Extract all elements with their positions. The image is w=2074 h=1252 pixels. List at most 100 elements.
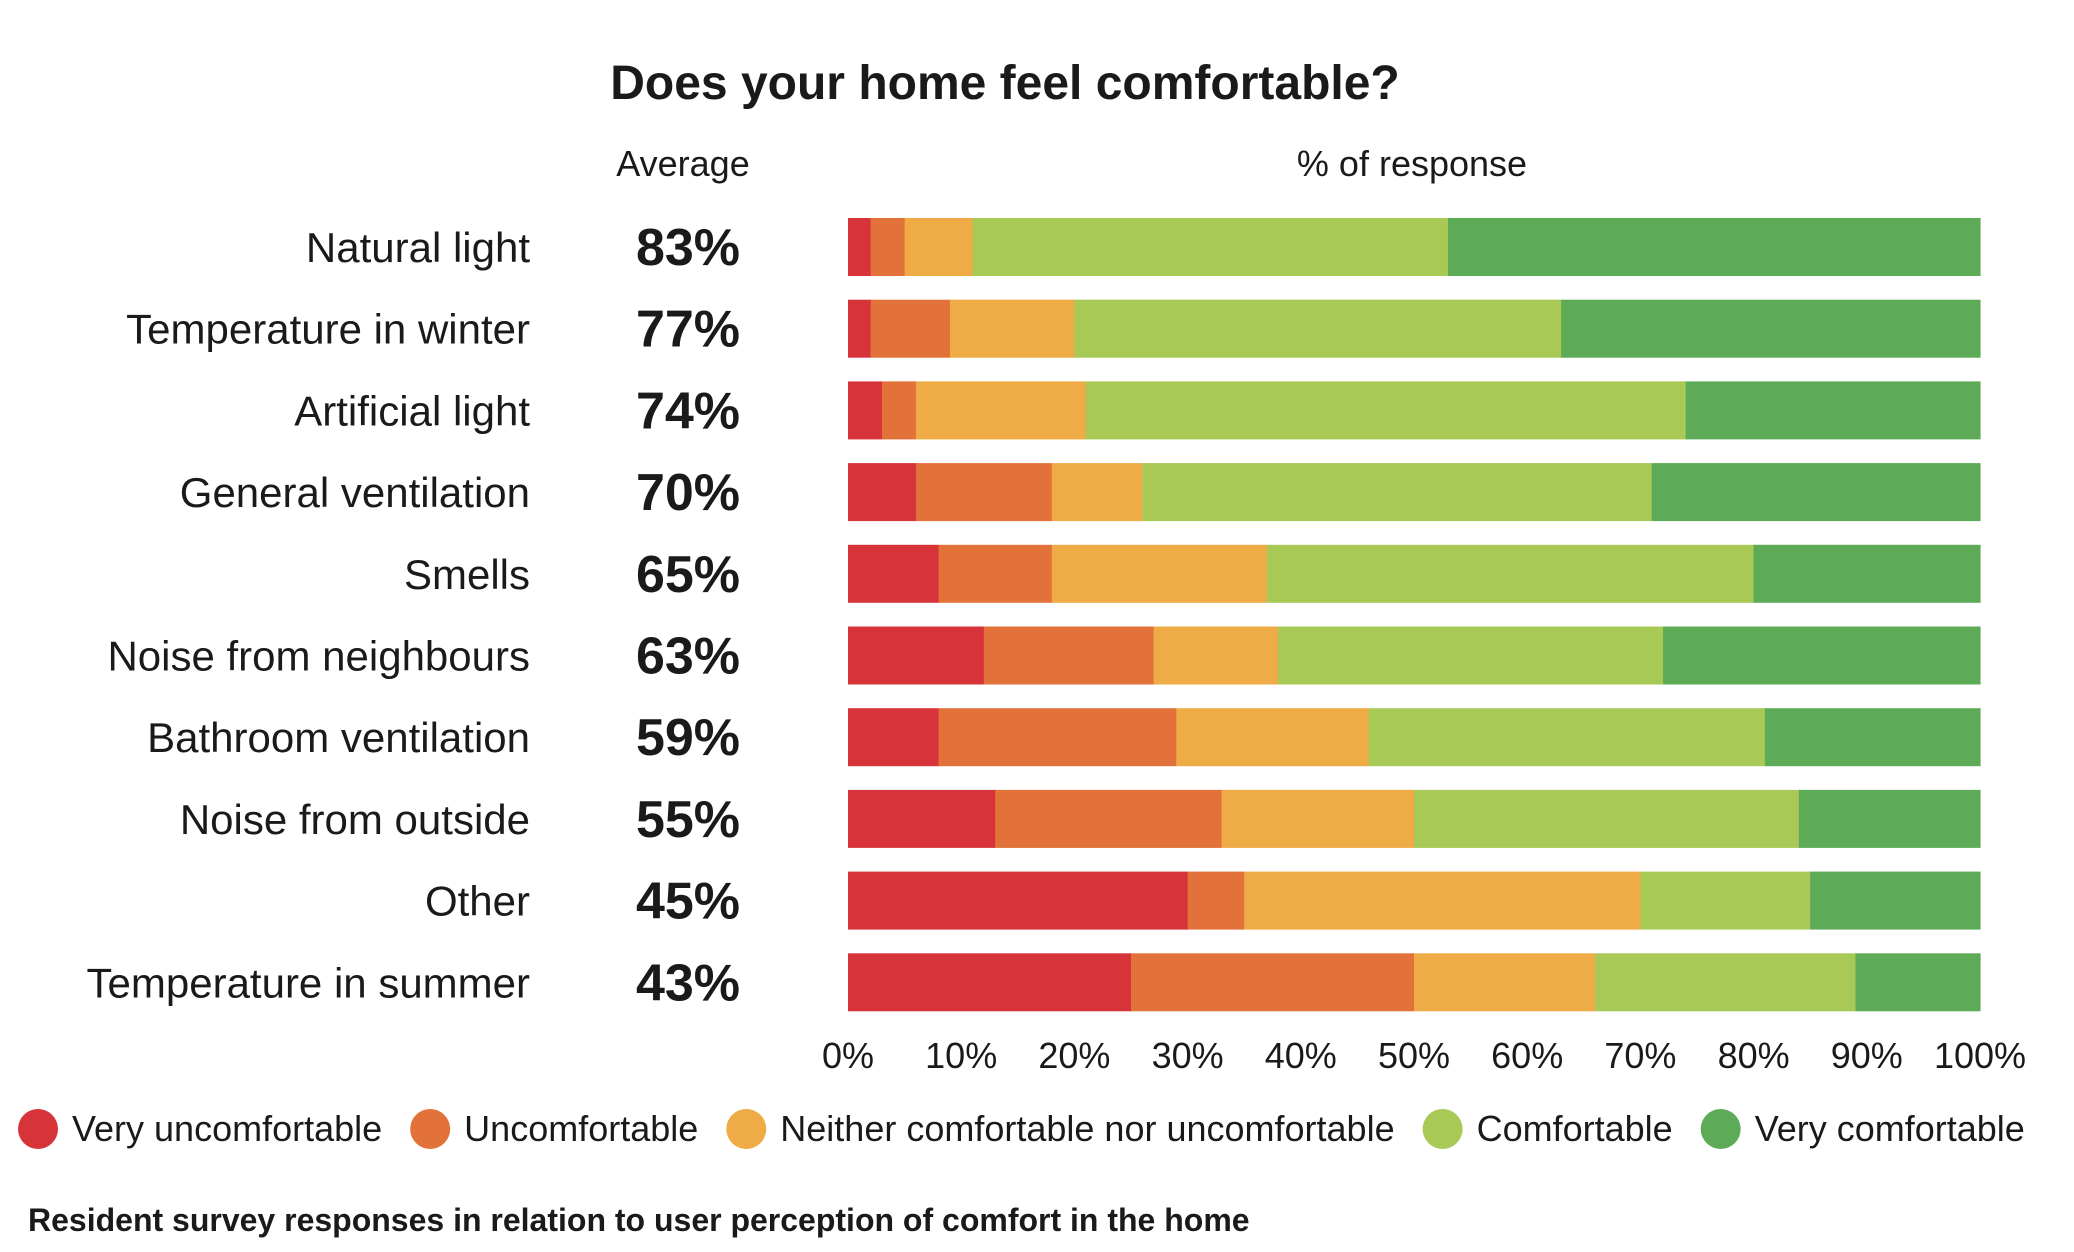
legend-item: Very uncomfortable [18,1108,382,1149]
bar-segment [848,626,985,685]
bar-segment [1187,871,1245,930]
bar-segment [904,218,974,276]
bar-segment [1368,708,1766,767]
bar-segment [848,218,872,276]
category-label: Other [425,878,530,925]
bar-segment [881,381,917,440]
legend-item: Uncomfortable [410,1108,698,1149]
legend-swatch [1422,1109,1463,1149]
bar-segment [1074,299,1562,358]
bar-segment [1651,463,1981,522]
legend-swatch [726,1109,767,1149]
bar-segment [1278,626,1664,685]
legend: Very uncomfortable Uncomfortable Neither c… [18,1108,2025,1149]
bar-segment [1085,381,1687,440]
bar-segment [1142,463,1653,522]
bar-segment [848,871,1189,930]
bar-segment [1244,871,1641,930]
category-label: Artificial light [294,387,530,434]
response-column-header: % of response [1297,143,1527,184]
bar-segment [1051,463,1143,522]
legend-item: Neither comfortable nor uncomfortable [726,1108,1395,1149]
stacked-bar [848,218,1981,276]
average-value: 63% [636,628,740,686]
stacked-bar [848,871,1981,930]
stacked-bar [848,708,1981,767]
x-tick-label: 30% [1152,1035,1224,1076]
bar-segment [915,381,1087,440]
bar-segment [1447,218,1981,276]
bar-segment [848,381,883,440]
bar-segment [938,544,1053,603]
bar-segment [848,463,917,522]
bar-segment [848,299,872,358]
average-value: 43% [636,954,740,1012]
bar-segment [1131,953,1415,1012]
category-label: General ventilation [180,469,530,516]
x-tick-label: 50% [1378,1035,1450,1076]
x-tick-label: 0% [822,1035,874,1076]
legend-swatch [18,1109,58,1149]
bar-segment [1810,871,1981,930]
bar-segment [1266,544,1755,603]
bar-segment [1855,953,1981,1012]
legend-label: Comfortable [1477,1108,1673,1149]
stacked-bar [848,626,1981,685]
bar-segment [1595,953,1857,1012]
stacked-bar [848,463,1981,522]
bar-segment [848,953,1132,1012]
legend-item: Comfortable [1422,1108,1673,1149]
bar-segment [1640,871,1811,930]
average-value: 59% [636,709,740,767]
bar-segment [983,626,1155,685]
bar-segment [870,299,951,358]
bar-segment [1221,789,1415,848]
bar-segment [1414,789,1800,848]
legend-swatch [410,1109,451,1149]
legend-label: Neither comfortable nor uncomfortable [780,1108,1394,1149]
bar-segment [1685,381,1981,440]
bar-segment [949,299,1075,358]
x-tick-label: 90% [1831,1035,1903,1076]
category-label: Noise from outside [180,796,530,843]
x-tick-label: 60% [1491,1035,1563,1076]
stacked-bar [848,299,1981,358]
average-value: 70% [636,464,740,522]
x-tick-label: 100% [1934,1035,2026,1076]
bar-segment [1663,626,1981,685]
bar-segment [1753,544,1981,603]
bar-segment [915,463,1053,522]
category-label: Bathroom ventilation [147,714,530,761]
bar-segment [848,708,940,767]
average-value: 77% [636,301,740,359]
bar-segment [848,789,996,848]
average-value: 74% [636,382,740,440]
x-tick-label: 80% [1718,1035,1790,1076]
legend-swatch [1700,1109,1741,1149]
average-column-header: Average [616,143,749,184]
legend-label: Uncomfortable [464,1108,698,1149]
category-label: Temperature in summer [87,959,530,1006]
stacked-bar [848,544,1981,603]
legend-item: Very comfortable [1700,1108,2025,1149]
average-value: 65% [636,546,740,604]
average-value: 83% [636,219,740,277]
bar-segment [1051,544,1268,603]
average-value: 55% [636,791,740,849]
bar-segment [1764,708,1981,767]
x-tick-label: 10% [925,1035,997,1076]
bar-segment [870,218,906,276]
average-value: 45% [636,873,740,931]
bar-segment [1414,953,1596,1012]
category-label: Smells [404,551,530,598]
bar-segment [1798,789,1981,848]
bar-segment [1176,708,1370,767]
bar-segment [1561,299,1981,358]
x-tick-label: 20% [1038,1035,1110,1076]
chart-rows: Natural light 83% Temperature in winter 77%… [87,218,1981,1012]
stacked-bar [848,953,1981,1012]
category-label: Noise from neighbours [107,633,530,680]
bar-segment [972,218,1449,276]
bar-segment [938,708,1177,767]
